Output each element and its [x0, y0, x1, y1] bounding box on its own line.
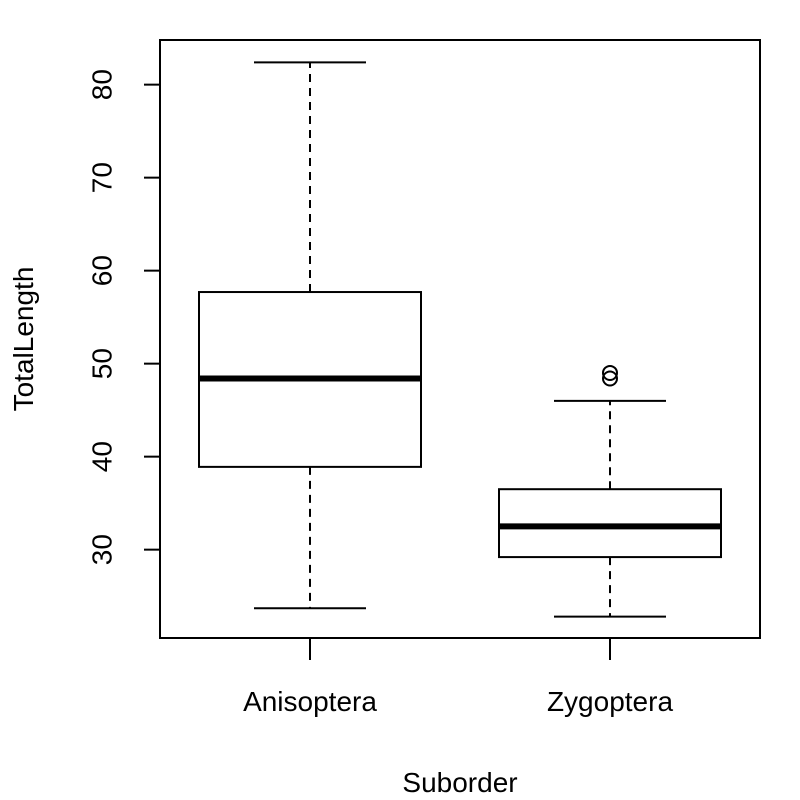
x-axis-label: Suborder	[402, 767, 517, 798]
y-tick-label: 60	[86, 255, 117, 286]
y-axis-label: TotalLength	[8, 267, 39, 412]
outlier-point	[602, 370, 618, 387]
iqr-box	[498, 488, 722, 559]
y-tick-label: 40	[86, 441, 117, 472]
y-tick-label: 50	[86, 348, 117, 379]
box-group-zygoptera	[498, 364, 722, 618]
outlier-point	[602, 364, 618, 381]
plot-frame	[159, 39, 761, 639]
y-tick-label: 30	[86, 534, 117, 565]
y-tick-label: 70	[86, 162, 117, 193]
x-tick-label: Anisoptera	[243, 686, 377, 717]
y-tick-label: 80	[86, 69, 117, 100]
box-group-anisoptera	[198, 61, 422, 610]
y-axis: 30 40 50 60 70 80	[86, 69, 161, 565]
chart-marks	[198, 61, 722, 618]
x-tick-label: Zygoptera	[547, 686, 673, 717]
x-axis: Anisoptera Zygoptera	[243, 638, 673, 717]
